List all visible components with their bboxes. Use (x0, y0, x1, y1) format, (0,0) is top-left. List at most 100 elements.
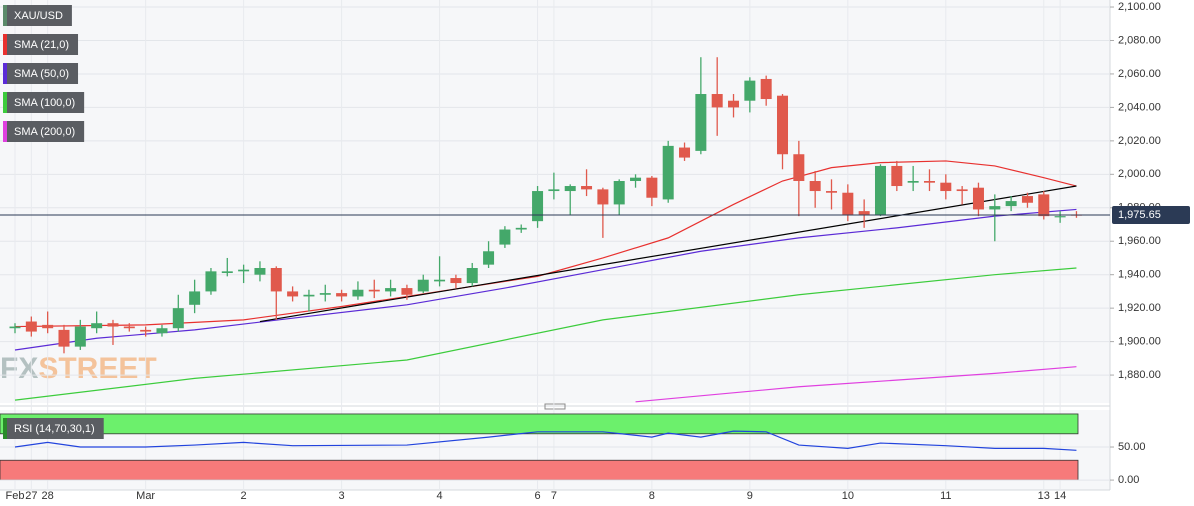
candle-body (483, 251, 495, 265)
candle-body (891, 165, 903, 187)
candle-body (123, 326, 135, 329)
candle-body (842, 192, 854, 215)
y-tick-label: 2,060.00 (1118, 68, 1161, 80)
candle-body (140, 329, 152, 332)
candle-body (107, 323, 119, 327)
candle-body (401, 288, 413, 295)
candle-body (679, 147, 691, 158)
indicator-line (14, 160, 1077, 328)
watermark-fx: FX (0, 352, 38, 385)
x-tick-label: 10 (842, 490, 854, 502)
candle-body (1038, 194, 1050, 217)
candle-body (58, 329, 70, 347)
candle-body (303, 294, 315, 297)
candle-body (630, 177, 642, 182)
legend-box (3, 121, 85, 142)
legend-box (3, 63, 79, 84)
x-tick-label: 9 (747, 490, 753, 502)
candle-body (336, 293, 348, 297)
candle-body (1054, 216, 1066, 218)
candle-body (989, 206, 1001, 210)
candle-body (858, 211, 870, 215)
candle-body (385, 288, 397, 292)
legend-box (3, 5, 72, 26)
x-tick-label: 13 (1038, 490, 1050, 502)
candle-body (1005, 201, 1017, 207)
candle-body (156, 328, 168, 334)
legend-box (3, 92, 85, 113)
y-tick-label: 1,920.00 (1118, 302, 1161, 314)
candle-body (874, 165, 886, 215)
candle-body (564, 186, 576, 192)
candle-body (777, 95, 789, 155)
x-tick-label: 2 (241, 490, 247, 502)
legend-label: SMA (50,0) (14, 68, 69, 80)
candle-body (172, 308, 184, 329)
candle-body (760, 78, 772, 100)
candle-body (417, 279, 429, 292)
pane-handle[interactable] (544, 403, 566, 410)
candle-body (597, 189, 609, 205)
rsi-zone (0, 459, 1079, 481)
x-tick-label: 28 (42, 490, 54, 502)
candle-body (368, 289, 380, 292)
x-tick-label: 11 (940, 490, 951, 502)
y-tick-label: 0.00 (1118, 474, 1139, 486)
legend-label: SMA (100,0) (14, 97, 75, 109)
legend-swatch (3, 92, 7, 113)
candle-body (9, 326, 21, 329)
y-tick-label: 1,960.00 (1118, 235, 1161, 247)
y-tick-label: 1,880.00 (1118, 369, 1161, 381)
candle-body (1021, 196, 1033, 203)
legend-label: SMA (200,0) (14, 126, 75, 138)
legend-box (3, 34, 79, 55)
legend-swatch (3, 121, 7, 142)
candle-body (956, 189, 968, 192)
x-tick-label: Mar (136, 490, 155, 502)
candle-body (189, 291, 201, 305)
legend-swatch (3, 5, 7, 26)
candle-body (254, 267, 266, 275)
candle-body (581, 186, 593, 190)
legend-swatch (3, 34, 7, 55)
last-price-box (1112, 206, 1190, 225)
x-tick-label: Feb (6, 490, 25, 502)
x-tick-label: 3 (339, 490, 345, 502)
x-tick-label: 7 (551, 490, 557, 502)
candle-body (515, 227, 527, 230)
trendline (259, 185, 1077, 323)
candle-body (205, 271, 217, 292)
legend-label: SMA (21,0) (14, 39, 69, 51)
x-tick-label: 8 (649, 490, 655, 502)
candle-body (91, 323, 103, 329)
candle-body (352, 289, 364, 297)
indicator-line (14, 267, 1077, 401)
candle-body (466, 267, 478, 284)
x-tick-label: 6 (534, 490, 540, 502)
legend-swatch (3, 63, 7, 84)
candle-body (940, 182, 952, 192)
candle-body (728, 100, 740, 108)
candle-body (826, 191, 837, 193)
candle-body (809, 181, 821, 192)
candle-body (270, 267, 282, 292)
main-plot-bg (0, 0, 1110, 403)
y-tick-label: 1,900.00 (1118, 336, 1161, 348)
y-tick-label: 2,100.00 (1118, 1, 1161, 13)
rsi-zone (0, 413, 1079, 435)
legend-label: RSI (14,70,30,1) (14, 423, 95, 435)
candle-body (532, 191, 544, 222)
x-tick-label: 14 (1054, 490, 1066, 502)
candle-body (662, 145, 674, 200)
candle-body (499, 229, 511, 245)
candle-body (450, 278, 462, 284)
candle-body (287, 291, 299, 297)
candle-body (646, 177, 658, 198)
last-price-label: 1,975.65 (1118, 209, 1161, 221)
legend-label: XAU/USD (14, 10, 63, 22)
candle-body (238, 269, 250, 272)
candle-body (42, 324, 54, 329)
candle-body (695, 94, 707, 151)
watermark: FXSTREET (0, 352, 157, 385)
